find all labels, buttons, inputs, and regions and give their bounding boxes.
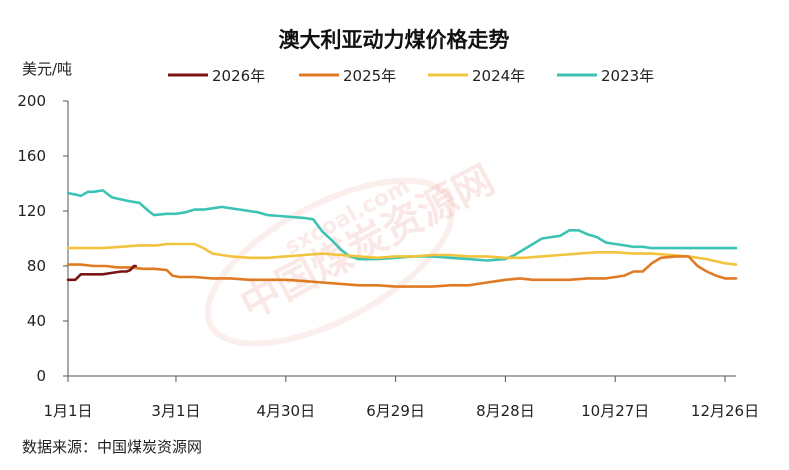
watermark: sxcoal.com 中国煤炭资源网 xyxy=(204,157,502,347)
x-tick-label: 10月27日 xyxy=(581,402,649,420)
legend-label: 2024年 xyxy=(472,67,525,85)
series-group xyxy=(66,189,738,288)
y-axis: 0 40 80 120 160 200 xyxy=(17,92,69,385)
y-tick-label: 0 xyxy=(36,367,46,385)
legend-label: 2025年 xyxy=(343,67,396,85)
y-axis-label: 美元/吨 xyxy=(22,60,72,78)
y-tick-label: 120 xyxy=(17,202,46,220)
legend-label: 2023年 xyxy=(601,67,654,85)
y-tick-label: 40 xyxy=(27,312,46,330)
x-tick-label: 4月30日 xyxy=(256,402,315,420)
y-tick-label: 160 xyxy=(17,147,46,165)
watermark-ring xyxy=(204,177,456,347)
x-tick-label: 1月1日 xyxy=(43,402,92,420)
legend: 2026年 2025年 2024年 2023年 xyxy=(168,67,654,85)
source-note: 数据来源：中国煤炭资源网 xyxy=(22,438,202,456)
x-axis: 1月1日 3月1日 4月30日 6月29日 8月28日 10月27日 12月26日 xyxy=(43,375,759,420)
y-tick-label: 200 xyxy=(17,92,46,110)
x-tick-label: 6月29日 xyxy=(366,402,425,420)
chart-title: 澳大利亚动力煤价格走势 xyxy=(279,28,510,52)
y-tick-label: 80 xyxy=(27,257,46,275)
legend-label: 2026年 xyxy=(212,67,265,85)
series-line-2025年 xyxy=(66,255,738,288)
x-tick-label: 12月26日 xyxy=(691,402,759,420)
series-line-2026年 xyxy=(66,264,137,282)
x-tick-label: 3月1日 xyxy=(151,402,200,420)
x-tick-label: 8月28日 xyxy=(476,402,535,420)
series-line-2024年 xyxy=(66,242,738,266)
